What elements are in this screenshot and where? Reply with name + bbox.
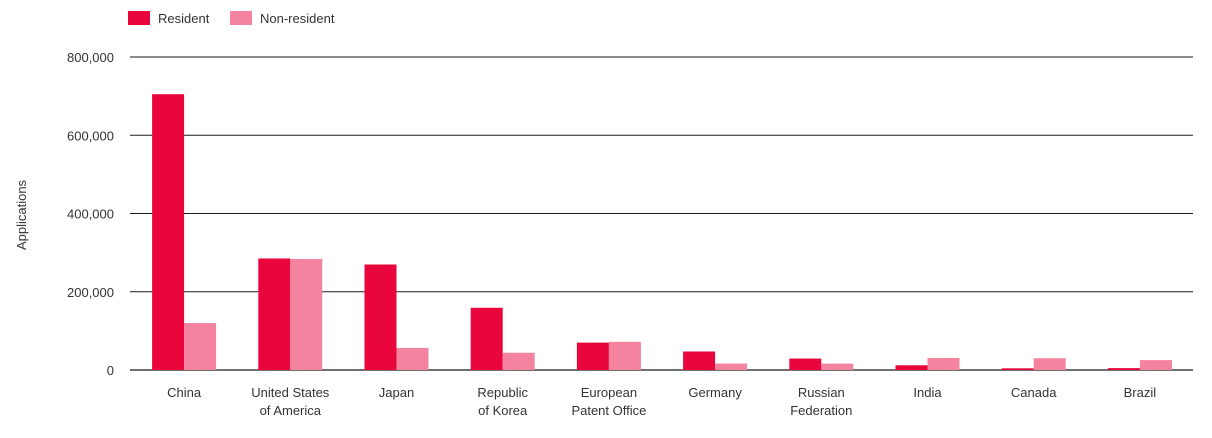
bar-non-resident-china bbox=[184, 323, 217, 370]
x-tick-label: China bbox=[167, 385, 202, 400]
legend-swatch-non-resident bbox=[230, 11, 252, 25]
x-tick-label: Japan bbox=[379, 385, 414, 400]
x-tick-label: Brazil bbox=[1124, 385, 1157, 400]
bar-resident-brazil bbox=[1107, 368, 1140, 370]
legend: Resident Non-resident bbox=[128, 11, 335, 26]
bars bbox=[152, 94, 1172, 370]
bar-non-resident-brazil bbox=[1139, 360, 1172, 370]
bar-non-resident-republic-of-korea bbox=[502, 352, 535, 370]
bar-non-resident-india bbox=[927, 357, 960, 370]
bar-non-resident-russian-federation bbox=[821, 363, 854, 370]
bar-non-resident-european-patent-office bbox=[608, 341, 641, 370]
bar-resident-china bbox=[152, 94, 185, 370]
y-axis-label: Applications bbox=[14, 179, 29, 250]
bar-non-resident-canada bbox=[1033, 358, 1066, 370]
bar-resident-germany bbox=[683, 351, 716, 370]
bar-non-resident-united-states-of-america bbox=[290, 258, 323, 370]
bar-resident-canada bbox=[1001, 368, 1034, 370]
x-tick-label: United States of America bbox=[251, 385, 330, 418]
legend-label-non-resident: Non-resident bbox=[260, 11, 335, 26]
bar-non-resident-japan bbox=[396, 347, 429, 370]
y-tick-label: 800,000 bbox=[67, 50, 114, 65]
bar-non-resident-germany bbox=[715, 363, 748, 370]
x-tick-label: India bbox=[913, 385, 942, 400]
bar-resident-japan bbox=[364, 264, 397, 370]
bar-resident-republic-of-korea bbox=[470, 307, 503, 370]
y-tick-label: 600,000 bbox=[67, 128, 114, 143]
legend-swatch-resident bbox=[128, 11, 150, 25]
bar-resident-european-patent-office bbox=[576, 342, 609, 370]
x-axis-labels: China United States of America Japan Republi… bbox=[167, 385, 1156, 418]
y-tick-label: 400,000 bbox=[67, 207, 114, 222]
legend-label-resident: Resident bbox=[158, 11, 210, 26]
y-tick-label: 200,000 bbox=[67, 285, 114, 300]
bar-resident-india bbox=[895, 365, 928, 370]
x-tick-label: Republic of Korea bbox=[477, 385, 528, 418]
x-tick-label: Canada bbox=[1011, 385, 1057, 400]
x-tick-label: Russian Federation bbox=[790, 385, 852, 418]
bar-resident-russian-federation bbox=[789, 358, 822, 370]
x-tick-label: European Patent Office bbox=[571, 385, 646, 418]
y-tick-label: 0 bbox=[107, 363, 114, 378]
x-tick-label: Germany bbox=[688, 385, 742, 400]
y-axis-ticks: 0 200,000 400,000 600,000 800,000 bbox=[67, 50, 114, 378]
bar-resident-united-states-of-america bbox=[258, 258, 291, 370]
